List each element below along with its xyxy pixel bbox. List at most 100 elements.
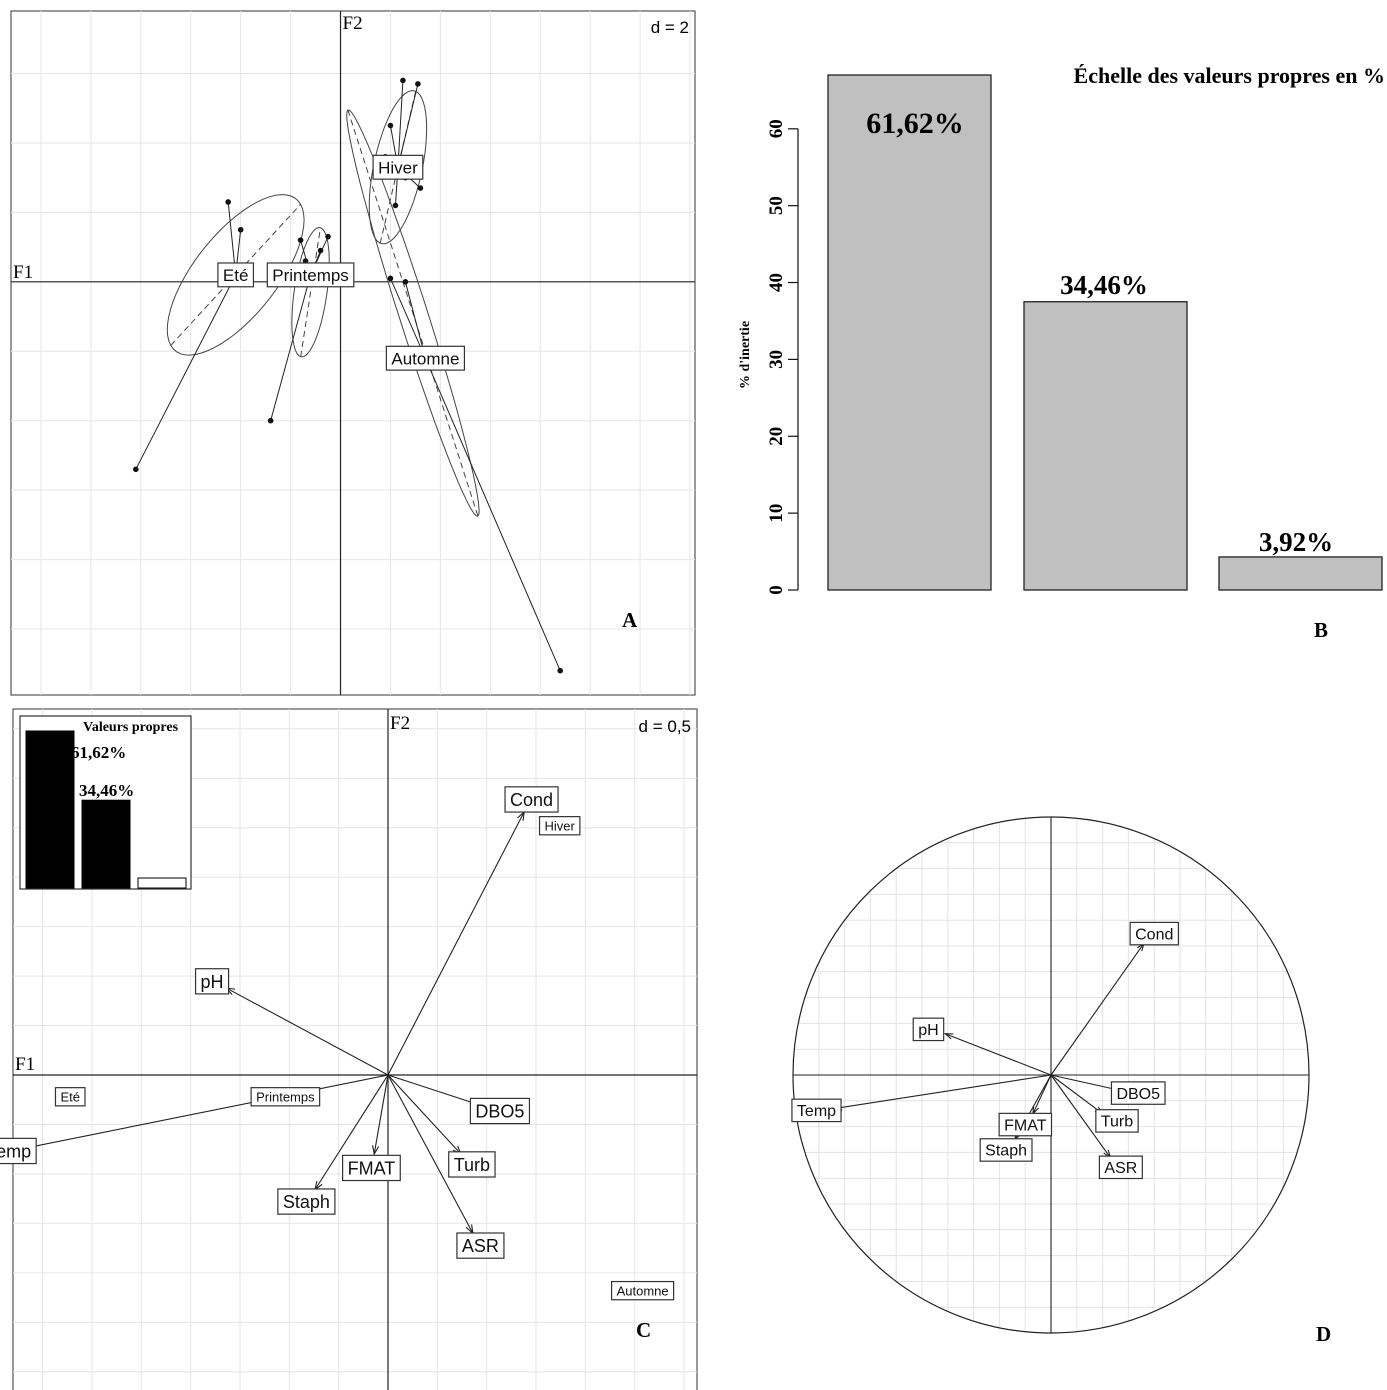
sample-point <box>237 226 244 233</box>
variable-label-box <box>0 1137 37 1165</box>
variable-arrow <box>387 1074 485 1108</box>
star-segment <box>270 274 312 421</box>
variable-arrow <box>1050 1074 1111 1158</box>
group-label-box <box>54 1087 86 1107</box>
group-label-box <box>385 345 466 371</box>
panel-c-axes <box>13 709 697 1390</box>
variable-arrow <box>1050 1074 1121 1092</box>
bar-value-label: 34,46% <box>1060 270 1148 300</box>
variable-label: Turb <box>1101 1114 1133 1131</box>
variable-label-box <box>912 1017 945 1042</box>
sample-point <box>392 202 399 209</box>
variable-label: FMAT <box>348 1158 396 1178</box>
panel-b-y-axis: 0 10 20 30 40 50 60 <box>766 119 799 595</box>
group-label-box <box>610 1280 675 1301</box>
variable-label: Temp <box>797 1103 836 1120</box>
bar-value-label: 61,62% <box>866 107 964 140</box>
sample-point <box>387 122 394 129</box>
arrow-head <box>372 1145 380 1156</box>
sample-point <box>400 77 406 84</box>
variable-label-box <box>504 786 559 813</box>
variable-label: ASR <box>462 1236 499 1256</box>
group-label: Printemps <box>256 1089 315 1104</box>
y-tick-label: 40 <box>766 273 787 292</box>
sample-point <box>557 667 563 674</box>
variable-label: Temp <box>0 1141 31 1161</box>
panel-c-y-axis-label: F2 <box>390 713 410 734</box>
variable-label-box <box>277 1188 336 1215</box>
bar-f2 <box>1023 301 1188 591</box>
sample-point <box>325 233 331 240</box>
y-tick-label: 60 <box>766 119 787 138</box>
variable-label: Cond <box>510 790 553 810</box>
group-label-box <box>217 262 255 288</box>
arrow-head <box>943 1033 954 1040</box>
sample-point <box>297 237 304 243</box>
variable-label: Cond <box>1135 926 1173 943</box>
panel-c-eigen-inset: Valeurs propres 61,62% 34,46% <box>19 715 192 890</box>
variable-arrow <box>387 811 525 1076</box>
group-axis-dashed <box>347 109 479 517</box>
panel-b-title: Échelle des valeurs propres en % <box>1074 63 1385 88</box>
bar-f1 <box>827 74 992 591</box>
variable-label-box <box>469 1097 531 1125</box>
y-tick-label: 0 <box>766 585 787 595</box>
sample-point <box>267 417 274 424</box>
variable-label-box <box>1095 1109 1139 1133</box>
panel-a-scale-label: d = 2 <box>651 18 689 37</box>
group-label: Automne <box>391 349 459 368</box>
sample-point <box>133 466 139 473</box>
group-label-box <box>250 1087 321 1107</box>
variable-label: DBO5 <box>1116 1086 1160 1103</box>
group-label: Eté <box>223 266 249 285</box>
y-tick-label: 10 <box>766 504 787 523</box>
sample-point <box>402 279 409 285</box>
panel-a-groups: Eté Printemps Hiver Automne <box>133 77 563 674</box>
inset-bar <box>25 730 75 889</box>
group-axis-dashed <box>379 91 417 244</box>
variable-label-box <box>791 1098 842 1123</box>
group-label-box <box>266 262 355 288</box>
group-label: Hiver <box>545 818 576 833</box>
panel-a-class-plot: Eté Printemps Hiver Automne F1 F2 d = 2 A <box>10 10 696 696</box>
group-ellipse <box>368 90 428 245</box>
bar-f3 <box>1218 556 1383 591</box>
group-label: Eté <box>60 1089 80 1104</box>
variable-arrow <box>1050 943 1145 1076</box>
variable-label-box <box>1110 1081 1166 1105</box>
sample-point <box>415 81 421 87</box>
sample-point <box>317 247 324 254</box>
group-label: Printemps <box>272 266 349 285</box>
panel-b-y-axis-label: % d'inertie <box>738 321 753 389</box>
group-label: Hiver <box>378 158 418 177</box>
panel-a-x-axis-label: F1 <box>13 262 33 283</box>
star-segment <box>397 83 419 168</box>
variable-label: Staph <box>985 1143 1027 1160</box>
panel-b-eigenvalue-bars: 0 10 20 30 40 50 60 61,62% 34,46% 3,92% Échelle … <box>738 63 1385 642</box>
variable-label: pH <box>201 972 224 992</box>
panel-b-bars: 61,62% 34,46% 3,92% <box>827 74 1383 591</box>
inset-title: Valeurs propres <box>83 720 179 735</box>
panel-d-letter: D <box>1316 1322 1331 1346</box>
variable-label-box <box>979 1138 1033 1162</box>
sample-point <box>417 185 424 191</box>
sample-point <box>225 199 231 205</box>
y-tick-label: 20 <box>766 427 787 446</box>
variable-arrow <box>834 1074 1052 1110</box>
star-segment <box>404 281 426 359</box>
panel-a-letter: A <box>622 608 638 632</box>
group-label: Automne <box>617 1283 669 1298</box>
panel-d-correlation-circle: Cond pH DBO5 Turb FMAT Staph ASR Temp D <box>791 816 1331 1346</box>
variable-label-box <box>998 1112 1053 1137</box>
panel-a-y-axis-label: F2 <box>343 13 363 34</box>
y-tick-label: 50 <box>766 196 787 215</box>
y-tick-label: 30 <box>766 350 787 369</box>
variable-arrow <box>373 1074 389 1155</box>
star-segment <box>397 80 404 168</box>
variable-label-box <box>1129 921 1179 946</box>
panel-d-variables: Cond pH DBO5 Turb FMAT Staph ASR Temp <box>791 921 1179 1180</box>
panel-c-variables: Cond pH DBO5 Turb FMAT Staph ASR Temp <box>0 786 559 1259</box>
bar-value-label: 3,92% <box>1259 527 1333 557</box>
variable-arrow <box>1050 1074 1103 1115</box>
variable-label: DBO5 <box>475 1101 524 1121</box>
